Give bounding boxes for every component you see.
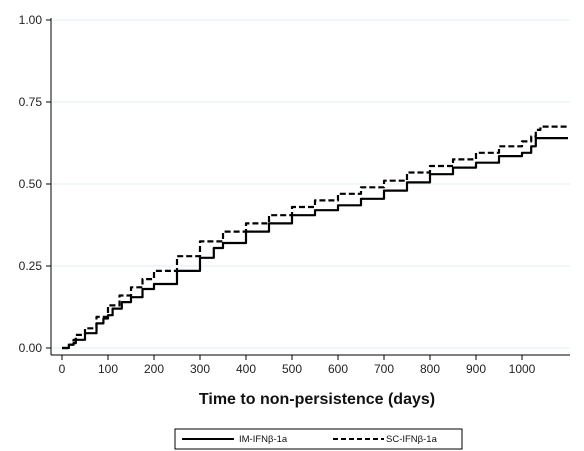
series-lines bbox=[62, 125, 568, 350]
series-line-im-ifnb-1a bbox=[62, 137, 568, 350]
legend-label-im-ifnb-1a: IM-IFNβ-1a bbox=[239, 434, 288, 445]
y-tick-label: 1.00 bbox=[19, 13, 43, 27]
y-tick-label: 0.50 bbox=[19, 177, 43, 191]
legend: IM-IFNβ-1a SC-IFNβ-1a bbox=[174, 428, 463, 450]
x-tick-label: 0 bbox=[59, 362, 66, 376]
y-tick-label: 0.25 bbox=[19, 259, 43, 273]
x-tick-label: 400 bbox=[236, 362, 256, 376]
x-tick-label: 700 bbox=[374, 362, 394, 376]
axis-ticks: 0.00 0.25 0.50 0.75 1.00 0 100 200 300 400 500 600 7… bbox=[19, 13, 536, 376]
x-tick-label: 100 bbox=[98, 362, 118, 376]
gridlines bbox=[52, 19, 570, 349]
x-tick-label: 200 bbox=[144, 362, 164, 376]
x-tick-label: 500 bbox=[282, 362, 302, 376]
legend-label-sc-ifnb-1a: SC-IFNβ-1a bbox=[386, 434, 438, 445]
x-tick-label: 800 bbox=[420, 362, 440, 376]
series-line-sc-ifnb-1a bbox=[62, 125, 568, 350]
legend-box bbox=[174, 428, 463, 450]
x-tick-label: 300 bbox=[190, 362, 210, 376]
x-tick-label: 600 bbox=[328, 362, 348, 376]
x-axis-title: Time to non-persistence (days) bbox=[199, 391, 435, 408]
y-tick-label: 0.00 bbox=[19, 341, 43, 355]
x-tick-label: 900 bbox=[466, 362, 486, 376]
x-tick-label: 1000 bbox=[509, 362, 536, 376]
y-tick-label: 0.75 bbox=[19, 95, 43, 109]
